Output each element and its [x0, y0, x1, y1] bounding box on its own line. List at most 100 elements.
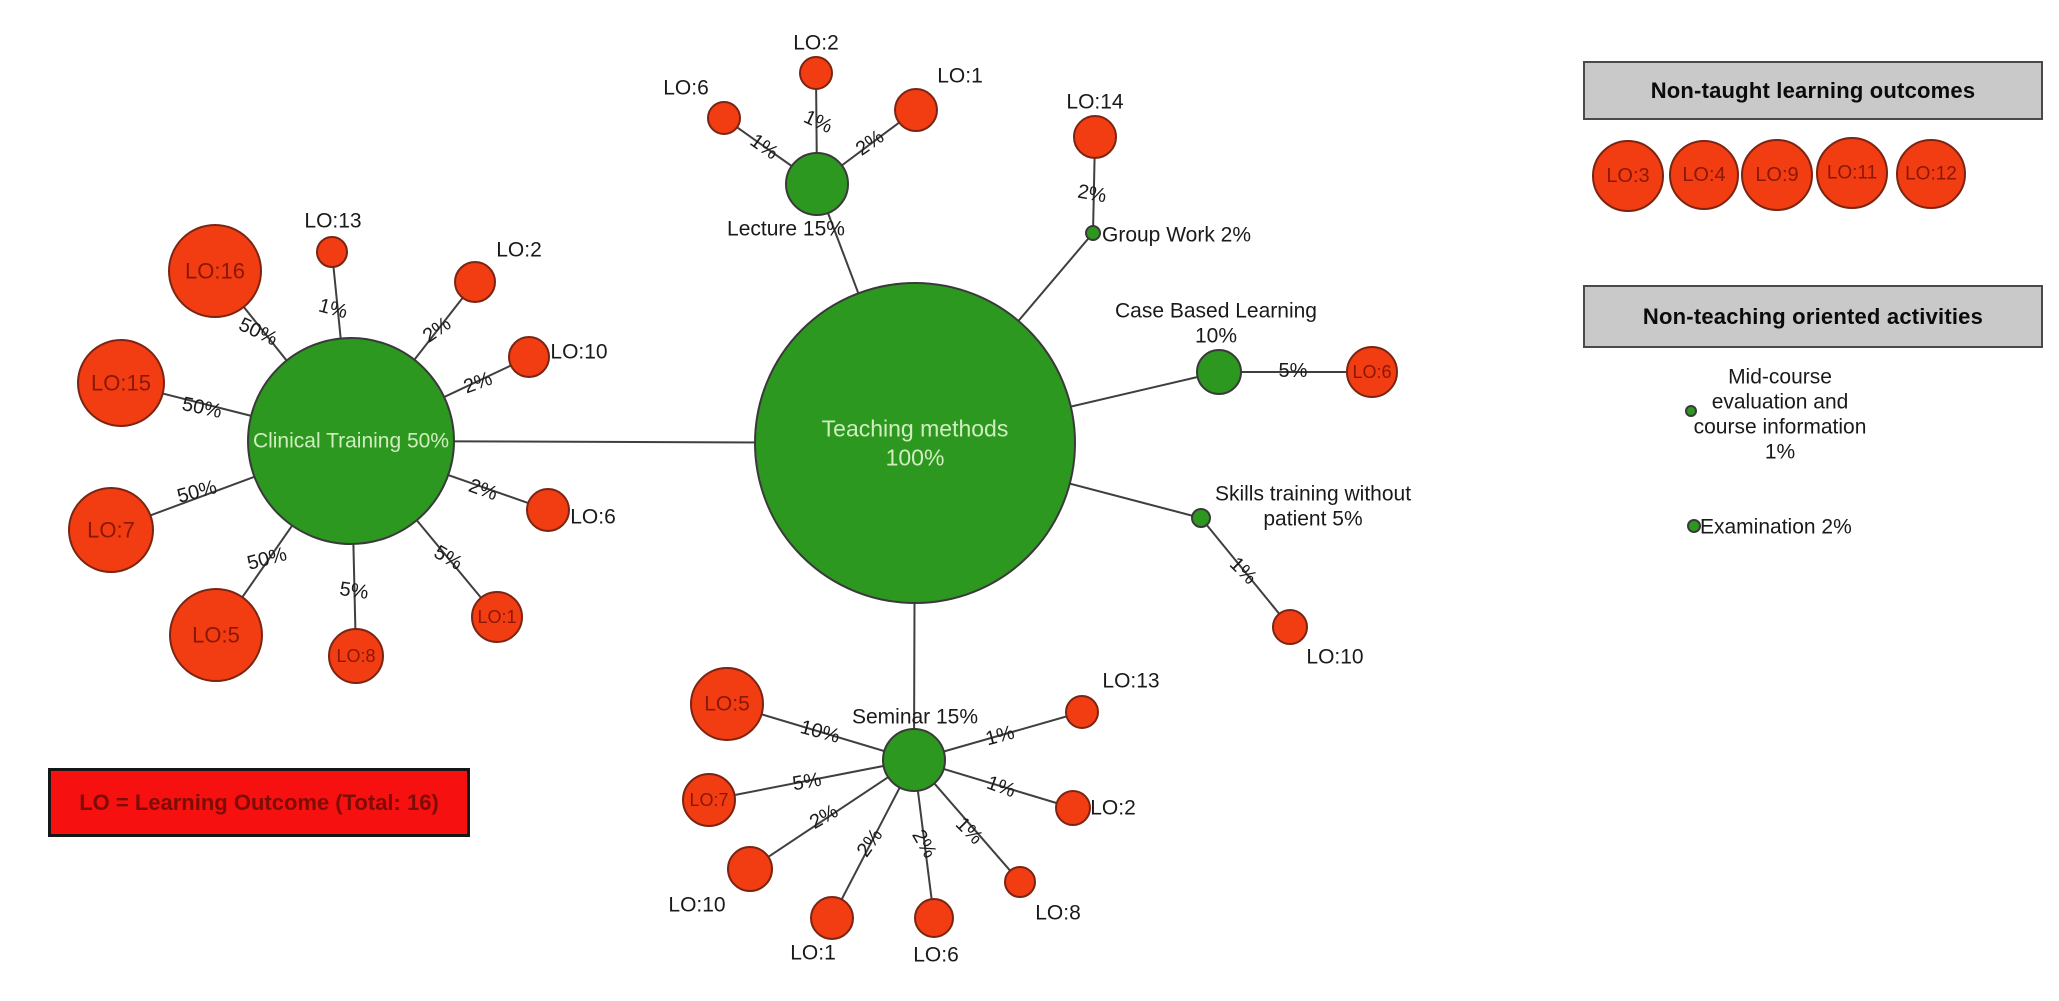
node-label-seminar: Seminar 15% — [852, 706, 978, 729]
edge-label-clinical-cl-lo7: 50% — [175, 476, 220, 508]
edge-label-clinical-cl-lo8: 5% — [338, 578, 370, 604]
edge-label-clinical-cl-lo1: 5% — [430, 541, 466, 575]
node-label-gw-lo14: LO:14 — [1066, 91, 1124, 114]
node-groupwork — [1085, 225, 1101, 241]
node-clinical — [247, 337, 455, 545]
node-sem-lo13 — [1065, 695, 1099, 729]
node-nt-lo4 — [1669, 140, 1739, 210]
node-lecture — [785, 152, 849, 216]
edge-skills-sk-lo10 — [1200, 517, 1291, 628]
node-inside-label-teaching: 100% — [886, 445, 945, 471]
edge-label-clinical-cl-lo10: 2% — [461, 368, 496, 399]
node-inside-label-cl-lo15: LO:15 — [91, 371, 151, 396]
node-lec-lo1 — [894, 88, 938, 132]
node-label-skills: Skills training without — [1215, 483, 1411, 506]
node-teaching — [754, 282, 1076, 604]
non-teaching-activities-header: Non-teaching oriented activities — [1583, 285, 2043, 348]
legend-box: LO = Learning Outcome (Total: 16) — [48, 768, 470, 837]
edge-label-lecture-lec-lo6: 1% — [746, 130, 782, 165]
node-cl-lo7 — [68, 487, 154, 573]
node-label-cbl: 10% — [1195, 325, 1237, 348]
edge-label-seminar-sem-lo13: 1% — [983, 722, 1017, 751]
node-midcourse — [1685, 405, 1697, 417]
edge-label-seminar-sem-lo5: 10% — [798, 716, 843, 748]
node-label-midcourse: 1% — [1765, 441, 1795, 464]
node-cbl — [1196, 349, 1242, 395]
node-cl-lo2 — [454, 261, 496, 303]
edge-seminar-sem-lo10 — [749, 759, 915, 870]
node-inside-label-nt-lo4: LO:4 — [1682, 164, 1725, 186]
node-cl-lo6 — [526, 488, 570, 532]
node-label-lec-lo2: LO:2 — [793, 32, 839, 55]
node-nt-lo9 — [1741, 139, 1813, 211]
node-sem-lo7 — [682, 773, 736, 827]
nodes-layer — [68, 56, 1966, 940]
node-inside-label-teaching: Teaching methods — [822, 416, 1009, 442]
node-label-lec-lo6: LO:6 — [663, 77, 709, 100]
node-label-sem-lo6: LO:6 — [913, 944, 959, 967]
node-label-cl-lo13: LO:13 — [304, 210, 361, 233]
node-sem-lo5 — [690, 667, 764, 741]
node-nt-lo12 — [1896, 139, 1966, 209]
node-inside-label-cl-lo5: LO:5 — [192, 623, 240, 648]
non-taught-outcomes-header: Non-taught learning outcomes — [1583, 61, 2043, 120]
node-inside-label-nt-lo3: LO:3 — [1606, 165, 1649, 187]
node-inside-label-nt-lo12: LO:12 — [1905, 164, 1957, 185]
node-sk-lo10 — [1272, 609, 1308, 645]
node-lec-lo6 — [707, 101, 741, 135]
edge-label-clinical-cl-lo2: 2% — [419, 313, 455, 348]
node-label-cbl: Case Based Learning — [1115, 300, 1317, 323]
node-label-sk-lo10: LO:10 — [1306, 646, 1363, 669]
edge-label-seminar-sem-lo6: 2% — [907, 826, 941, 862]
node-inside-label-cl-lo7: LO:7 — [87, 518, 135, 543]
edge-label-clinical-cl-lo15: 50% — [180, 393, 224, 423]
node-sem-lo8 — [1004, 866, 1036, 898]
edge-label-lecture-lec-lo2: 1% — [800, 106, 836, 138]
node-label-midcourse: evaluation and — [1712, 391, 1849, 414]
node-seminar — [882, 728, 946, 792]
node-inside-label-cl-lo8: LO:8 — [336, 646, 375, 666]
node-label-cl-lo6: LO:6 — [570, 506, 616, 529]
node-skills — [1191, 508, 1211, 528]
edge-label-seminar-sem-lo1: 2% — [853, 825, 888, 861]
node-inside-label-cl-lo1: LO:1 — [477, 607, 516, 627]
node-inside-label-cbl-lo6: LO:6 — [1352, 362, 1391, 382]
node-cbl-lo6 — [1346, 346, 1398, 398]
node-inside-label-sem-lo7: LO:7 — [689, 790, 728, 810]
node-cl-lo5 — [169, 588, 263, 682]
node-exam — [1687, 519, 1701, 533]
node-cl-lo16 — [168, 224, 262, 318]
node-inside-label-sem-lo5: LO:5 — [704, 693, 750, 716]
edge-label-clinical-cl-lo13: 1% — [316, 295, 350, 324]
node-sem-lo1 — [810, 896, 854, 940]
edge-label-groupwork-gw-lo14: 2% — [1076, 181, 1109, 208]
node-label-sem-lo10: LO:10 — [668, 894, 725, 917]
node-label-lec-lo1: LO:1 — [937, 65, 983, 88]
node-sem-lo6 — [914, 898, 954, 938]
edge-label-seminar-sem-lo7: 5% — [791, 769, 824, 796]
node-nt-lo11 — [1816, 137, 1888, 209]
node-inside-label-cl-lo16: LO:16 — [185, 259, 245, 284]
node-lec-lo2 — [799, 56, 833, 90]
node-label-midcourse: Mid-course — [1728, 366, 1832, 389]
node-cl-lo13 — [316, 236, 348, 268]
edge-label-cbl-cbl-lo6: 5% — [1279, 360, 1308, 382]
node-label-skills: patient 5% — [1263, 508, 1362, 531]
node-inside-label-nt-lo11: LO:11 — [1827, 163, 1877, 184]
node-sem-lo10 — [727, 846, 773, 892]
node-label-cl-lo10: LO:10 — [550, 341, 607, 364]
node-label-sem-lo8: LO:8 — [1035, 902, 1081, 925]
node-cl-lo10 — [508, 336, 550, 378]
node-cl-lo15 — [77, 339, 165, 427]
node-label-sem-lo13: LO:13 — [1102, 670, 1159, 693]
node-cl-lo1 — [471, 591, 523, 643]
edge-label-clinical-cl-lo5: 50% — [245, 543, 290, 575]
node-label-cl-lo2: LO:2 — [496, 239, 542, 262]
node-nt-lo3 — [1592, 140, 1664, 212]
node-gw-lo14 — [1073, 115, 1117, 159]
node-sem-lo2 — [1055, 790, 1091, 826]
edge-label-clinical-cl-lo6: 2% — [466, 475, 501, 506]
node-label-groupwork: Group Work 2% — [1102, 224, 1251, 247]
